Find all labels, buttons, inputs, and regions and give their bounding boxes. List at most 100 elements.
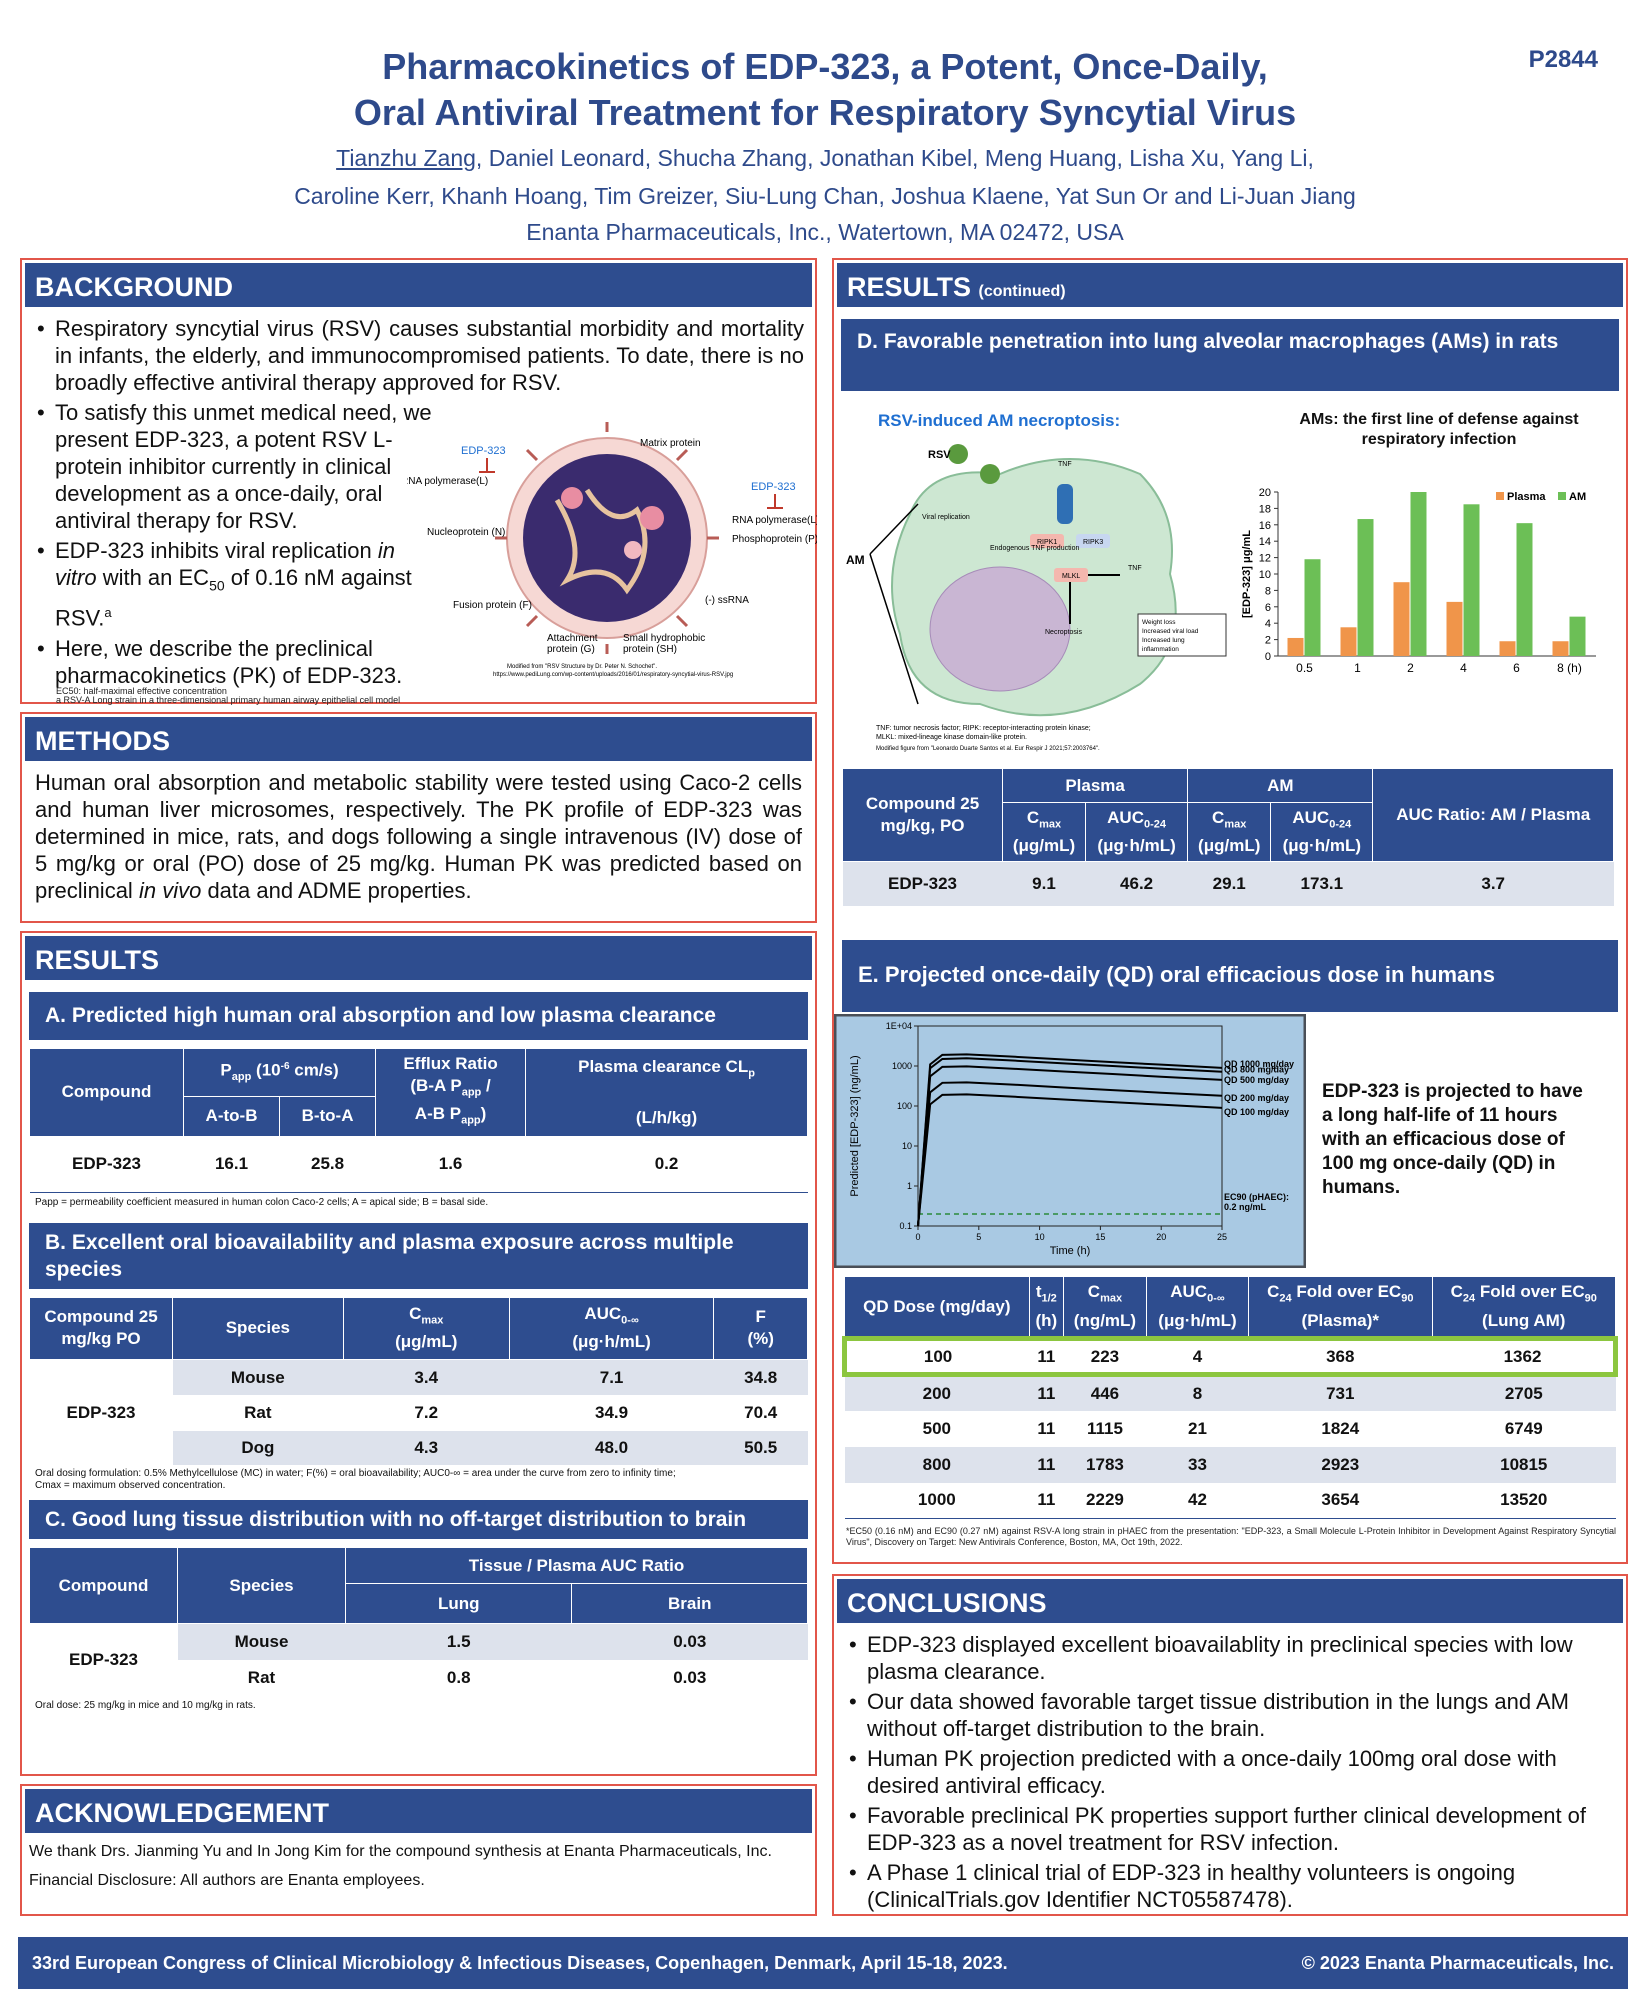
necro-wl2: Increased viral load <box>1142 628 1199 635</box>
e-row-3: 800 11 1783 33 2923 10815 <box>844 1446 1616 1483</box>
pk-xtick-label-0: 0 <box>915 1232 920 1242</box>
e-cell-0-4: 368 <box>1248 1336 1432 1377</box>
background-panel: BACKGROUND Respiratory syncytial virus (… <box>20 258 817 705</box>
background-heading: BACKGROUND <box>25 263 812 307</box>
bar-ytick-label-1: 2 <box>1265 635 1271 647</box>
a-h-papp: Papp (10-6 cm/s) <box>182 1048 377 1097</box>
pk-line-2 <box>917 1065 1223 1227</box>
tnf-receptor <box>1057 484 1073 524</box>
e-cell-1-1: 11 <box>1029 1374 1064 1411</box>
e-h-thalf: t1/2 (h) <box>1028 1276 1064 1339</box>
b-species-0: Mouse <box>172 1359 344 1396</box>
bg-footnote-2: a RSV-A Long strain in a three-dimension… <box>56 695 401 705</box>
c-h-compound: Compound <box>29 1547 178 1625</box>
b-note-2: Cmax = maximum observed concentration. <box>35 1480 226 1492</box>
bar-ytick-label-3: 6 <box>1265 602 1271 614</box>
c-species-0: Mouse <box>177 1623 346 1660</box>
a-note: Papp = permeability coefficient measured… <box>35 1196 489 1208</box>
bar-legend-swatch-0 <box>1496 492 1504 500</box>
e-cell-1-0: 200 <box>844 1374 1030 1411</box>
results-cont-small: (continued) <box>978 283 1066 300</box>
bar-am-1 <box>1357 519 1374 656</box>
e-cell-0-3: 4 <box>1146 1336 1249 1377</box>
results-heading: RESULTS <box>25 936 812 980</box>
c-note: Oral dose: 25 mg/kg in mice and 10 mg/kg… <box>35 1699 256 1711</box>
b-auc-1: 34.9 <box>509 1395 714 1432</box>
bar-ytick-label-8: 16 <box>1259 520 1271 532</box>
virus-attach-label-1: Attachment <box>547 633 598 644</box>
d-h-cmax-am: Cmax (μg/mL) <box>1187 801 1272 863</box>
virus-edp-label-1: EDP-323 <box>461 445 506 457</box>
e-cell-0-5: 1362 <box>1432 1336 1618 1377</box>
e-text: EDP-323 is projected to have a long half… <box>1322 1081 1583 1198</box>
d-cell-cmax-am: 29.1 <box>1187 861 1271 906</box>
e-cell-1-3: 8 <box>1146 1374 1249 1411</box>
e-cell-0-0: 100 <box>842 1336 1030 1377</box>
rsv-structure-diagram: EDP-323 RNA polymerase(L) Matrix protein… <box>407 422 817 678</box>
authors-line-1: Tianzhu Zang, Daniel Leonard, Shucha Zha… <box>0 140 1650 177</box>
background-bullet-2: To satisfy this unmet medical need, we p… <box>35 399 804 534</box>
e-cell-4-3: 42 <box>1146 1482 1249 1519</box>
b3b: in vitro <box>55 538 395 590</box>
necro-ripk1: RIPK1 <box>1037 539 1057 546</box>
methods-text: Human oral absorption and metabolic stab… <box>25 761 812 912</box>
e-cell-3-3: 33 <box>1146 1446 1249 1483</box>
virus-core <box>523 454 691 622</box>
d-chart-title-1: AMs: the first line of defense against <box>1299 411 1579 428</box>
a-h-compound: Compound <box>29 1048 184 1137</box>
pk-xtick-label-2: 10 <box>1035 1232 1045 1242</box>
bg-footnote-1: EC50: half-maximal effective concentrati… <box>56 686 227 696</box>
d-cell-ratio: 3.7 <box>1372 861 1614 906</box>
pk-plot-area <box>917 1025 1223 1227</box>
e-cell-4-5: 13520 <box>1432 1482 1616 1519</box>
e-note: *EC50 (0.16 nM) and EC90 (0.27 nM) again… <box>846 1526 1616 1547</box>
bar-ylabel: [EDP-323] μg/mL <box>1241 530 1253 618</box>
pk-ec90-label-2: 0.2 ng/mL <box>1224 1202 1267 1212</box>
results-c-table: Compound Species Tissue / Plasma AUC Ratio… <box>29 1547 808 1696</box>
results-b-table: Compound 25 mg/kg PO Species Cmax (μg/mL)… <box>29 1296 808 1466</box>
e-row-1: 200 11 446 8 731 2705 <box>844 1374 1616 1411</box>
authors-line-2: Caroline Kerr, Khanh Hoang, Tim Greizer,… <box>294 183 1356 209</box>
e-cell-2-5: 6749 <box>1432 1410 1616 1447</box>
necro-wl3: Increased lung <box>1142 637 1185 644</box>
results-e-heading: E. Projected once-daily (QD) oral effica… <box>842 940 1618 1012</box>
c-h-brain: Brain <box>571 1583 808 1625</box>
footer-right: © 2023 Enanta Pharmaceuticals, Inc. <box>1301 1953 1614 1973</box>
d-chart-title: AMs: the first line of defense against re… <box>1259 410 1619 450</box>
bar-ytick-label-10: 20 <box>1259 487 1271 499</box>
results-cont-panel: RESULTS (continued) D. Favorable penetra… <box>832 258 1628 1564</box>
e-h-dose: QD Dose (mg/day) <box>844 1276 1030 1339</box>
b3e: of 0.16 nM against RSV. <box>55 565 412 631</box>
pk-line-3 <box>917 1081 1223 1227</box>
b-cmax-0: 3.4 <box>343 1359 510 1396</box>
e-cell-1-5: 2705 <box>1432 1374 1616 1411</box>
pk-line-4 <box>917 1093 1223 1227</box>
b-auc-2: 48.0 <box>509 1431 714 1466</box>
d-chart-title-2: respiratory infection <box>1361 431 1517 448</box>
b3c: with an EC <box>102 565 210 590</box>
e-cell-4-1: 11 <box>1029 1482 1064 1519</box>
pk-ytick-label-4: 1000 <box>892 1061 912 1071</box>
e-cell-3-2: 1783 <box>1063 1446 1147 1483</box>
b-species-2: Dog <box>172 1431 344 1466</box>
footer-left: 33rd European Congress of Clinical Micro… <box>32 1953 1008 1973</box>
am-necroptosis-diagram: RSV-induced AM necroptosis: RSV AM TNF V… <box>846 411 1227 752</box>
e-h-fold-plasma: C24 Fold over EC90 (Plasma)* <box>1248 1276 1433 1339</box>
am-pointer-2 <box>869 553 919 705</box>
ack-heading: ACKNOWLEDGEMENT <box>25 1789 812 1833</box>
b-note-1: Oral dosing formulation: 0.5% Methylcell… <box>35 1468 676 1480</box>
conclusion-item-2: Our data showed favorable target tissue … <box>847 1688 1619 1742</box>
a-h-btoa: B-to-A <box>279 1095 377 1137</box>
e-cell-2-4: 1824 <box>1248 1410 1432 1447</box>
pk-line-label-0: QD 1000 mg/day <box>1224 1059 1294 1069</box>
bar-ytick-label-0: 0 <box>1265 651 1271 663</box>
pk-ytick-label-5: 1E+04 <box>886 1021 912 1031</box>
b-h-species: Species <box>172 1296 344 1360</box>
ssrna-strand <box>554 488 648 595</box>
b-cmax-1: 7.2 <box>343 1395 510 1432</box>
b-f-1: 70.4 <box>713 1395 808 1432</box>
results-a-table: Compound Papp (10-6 cm/s) Efflux Ratio (B… <box>29 1048 808 1193</box>
d-cell-cmax-p: 9.1 <box>1002 861 1086 906</box>
c-compound: EDP-323 <box>29 1623 178 1696</box>
virus-rnapol-label-2: RNA polymerase(L) <box>732 515 817 526</box>
